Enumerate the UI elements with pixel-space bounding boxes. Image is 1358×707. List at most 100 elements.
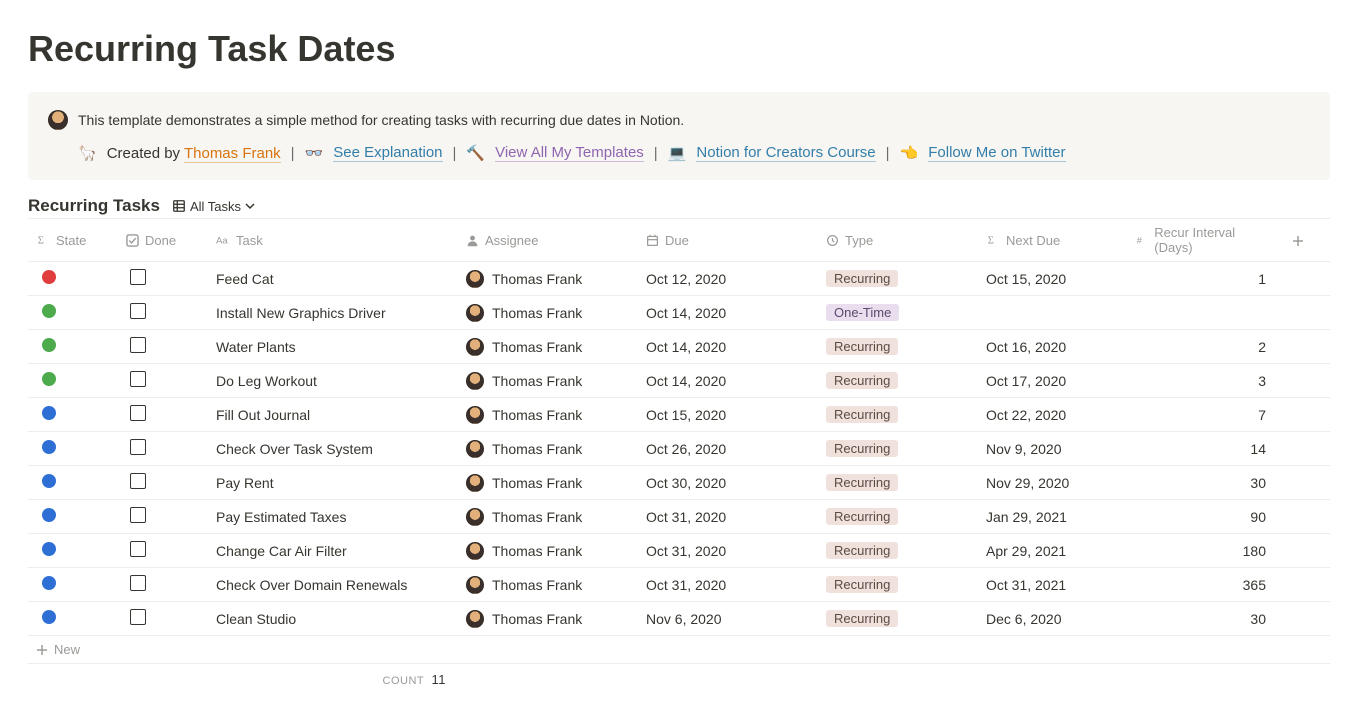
task-title[interactable]: Water Plants (216, 339, 296, 355)
due-cell[interactable]: Nov 6, 2020 (638, 607, 818, 631)
table-row[interactable]: Change Car Air Filter Thomas FrankOct 31,… (28, 534, 1330, 568)
task-title[interactable]: Clean Studio (216, 611, 296, 627)
table-row[interactable]: Install New Graphics DriverThomas FrankO… (28, 296, 1330, 330)
author-link[interactable]: Thomas Frank (184, 145, 281, 163)
type-cell[interactable]: Recurring (818, 266, 978, 291)
assignee-cell[interactable]: Thomas Frank (458, 368, 638, 394)
column-header-type[interactable]: Type (818, 227, 978, 254)
table-row[interactable]: Water Plants Thomas FrankOct 14, 2020Recu… (28, 330, 1330, 364)
task-cell[interactable]: Check Over Domain Renewals (208, 573, 458, 597)
due-cell[interactable]: Oct 14, 2020 (638, 369, 818, 393)
new-row-button[interactable]: New (28, 636, 1330, 664)
task-title[interactable]: Install New Graphics Driver (216, 305, 386, 321)
type-cell[interactable]: Recurring (818, 470, 978, 495)
type-cell[interactable]: Recurring (818, 368, 978, 393)
view-templates-link[interactable]: View All My Templates (495, 144, 644, 162)
task-cell[interactable]: Fill Out Journal (208, 403, 458, 427)
column-header-due[interactable]: Due (638, 227, 818, 254)
type-cell[interactable]: Recurring (818, 436, 978, 461)
done-checkbox[interactable] (130, 371, 146, 387)
assignee-cell[interactable]: Thomas Frank (458, 470, 638, 496)
done-checkbox[interactable] (130, 303, 146, 319)
type-cell[interactable]: Recurring (818, 504, 978, 529)
due-cell[interactable]: Oct 12, 2020 (638, 267, 818, 291)
add-column-button[interactable] (1278, 227, 1318, 254)
assignee-cell[interactable]: Thomas Frank (458, 572, 638, 598)
view-selector[interactable]: All Tasks (172, 199, 255, 214)
task-cell[interactable]: Water Plants (208, 335, 458, 359)
column-header-assignee[interactable]: Assignee (458, 227, 638, 254)
due-cell[interactable]: Oct 14, 2020 (638, 301, 818, 325)
notion-course-link[interactable]: Notion for Creators Course (696, 144, 875, 162)
task-title[interactable]: Check Over Task System (216, 441, 373, 457)
table-row[interactable]: Clean Studio Thomas FrankNov 6, 2020Recur… (28, 602, 1330, 636)
due-cell[interactable]: Oct 31, 2020 (638, 505, 818, 529)
column-header-interval[interactable]: # Recur Interval (Days) (1128, 219, 1278, 261)
table-row[interactable]: Feed Cat Thomas FrankOct 12, 2020Recurrin… (28, 262, 1330, 296)
assignee-cell[interactable]: Thomas Frank (458, 334, 638, 360)
task-title[interactable]: Fill Out Journal (216, 407, 310, 423)
interval-cell[interactable]: 180 (1128, 539, 1278, 563)
type-cell[interactable]: Recurring (818, 538, 978, 563)
done-checkbox[interactable] (130, 575, 146, 591)
column-header-state[interactable]: Σ State (28, 227, 118, 254)
table-row[interactable]: Pay RentThomas FrankOct 30, 2020Recurrin… (28, 466, 1330, 500)
task-title[interactable]: Change Car Air Filter (216, 543, 347, 559)
done-checkbox[interactable] (130, 269, 146, 285)
interval-cell[interactable]: 2 (1128, 335, 1278, 359)
column-header-next-due[interactable]: Σ Next Due (978, 227, 1128, 254)
interval-cell[interactable] (1128, 309, 1278, 317)
assignee-cell[interactable]: Thomas Frank (458, 402, 638, 428)
assignee-cell[interactable]: Thomas Frank (458, 436, 638, 462)
done-checkbox[interactable] (130, 541, 146, 557)
interval-cell[interactable]: 3 (1128, 369, 1278, 393)
interval-cell[interactable]: 1 (1128, 267, 1278, 291)
interval-cell[interactable]: 14 (1128, 437, 1278, 461)
twitter-link[interactable]: Follow Me on Twitter (928, 144, 1065, 162)
type-cell[interactable]: One-Time (818, 300, 978, 325)
column-header-done[interactable]: Done (118, 227, 208, 254)
assignee-cell[interactable]: Thomas Frank (458, 300, 638, 326)
done-checkbox[interactable] (130, 473, 146, 489)
due-cell[interactable]: Oct 31, 2020 (638, 573, 818, 597)
see-explanation-link[interactable]: See Explanation (333, 144, 442, 162)
assignee-cell[interactable]: Thomas Frank (458, 504, 638, 530)
task-cell[interactable]: Feed Cat (208, 267, 458, 291)
due-cell[interactable]: Oct 15, 2020 (638, 403, 818, 427)
interval-cell[interactable]: 30 (1128, 471, 1278, 495)
done-checkbox[interactable] (130, 507, 146, 523)
assignee-cell[interactable]: Thomas Frank (458, 538, 638, 564)
done-checkbox[interactable] (130, 337, 146, 353)
type-cell[interactable]: Recurring (818, 334, 978, 359)
task-cell[interactable]: Do Leg Workout (208, 369, 458, 393)
task-cell[interactable]: Pay Rent (208, 471, 458, 495)
task-cell[interactable]: Check Over Task System (208, 437, 458, 461)
task-cell[interactable]: Pay Estimated Taxes (208, 505, 458, 529)
column-header-task[interactable]: Aa Task (208, 227, 458, 254)
done-checkbox[interactable] (130, 405, 146, 421)
table-row[interactable]: Do Leg Workout Thomas FrankOct 14, 2020Re… (28, 364, 1330, 398)
task-title[interactable]: Pay Estimated Taxes (216, 509, 346, 525)
interval-cell[interactable]: 90 (1128, 505, 1278, 529)
task-title[interactable]: Pay Rent (216, 475, 274, 491)
interval-cell[interactable]: 30 (1128, 607, 1278, 631)
type-cell[interactable]: Recurring (818, 606, 978, 631)
type-cell[interactable]: Recurring (818, 402, 978, 427)
task-cell[interactable]: Clean Studio (208, 607, 458, 631)
done-checkbox[interactable] (130, 439, 146, 455)
task-cell[interactable]: Install New Graphics Driver (208, 301, 458, 325)
assignee-cell[interactable]: Thomas Frank (458, 606, 638, 632)
table-row[interactable]: Fill Out Journal Thomas FrankOct 15, 2020… (28, 398, 1330, 432)
due-cell[interactable]: Oct 14, 2020 (638, 335, 818, 359)
table-row[interactable]: Pay Estimated Taxes Thomas FrankOct 31, 2… (28, 500, 1330, 534)
due-cell[interactable]: Oct 31, 2020 (638, 539, 818, 563)
task-title[interactable]: Check Over Domain Renewals (216, 577, 407, 593)
assignee-cell[interactable]: Thomas Frank (458, 266, 638, 292)
task-cell[interactable]: Change Car Air Filter (208, 539, 458, 563)
done-checkbox[interactable] (130, 609, 146, 625)
table-row[interactable]: Check Over Domain Renewals Thomas FrankOc… (28, 568, 1330, 602)
task-title[interactable]: Feed Cat (216, 271, 274, 287)
table-row[interactable]: Check Over Task SystemThomas FrankOct 26… (28, 432, 1330, 466)
interval-cell[interactable]: 365 (1128, 573, 1278, 597)
task-title[interactable]: Do Leg Workout (216, 373, 317, 389)
